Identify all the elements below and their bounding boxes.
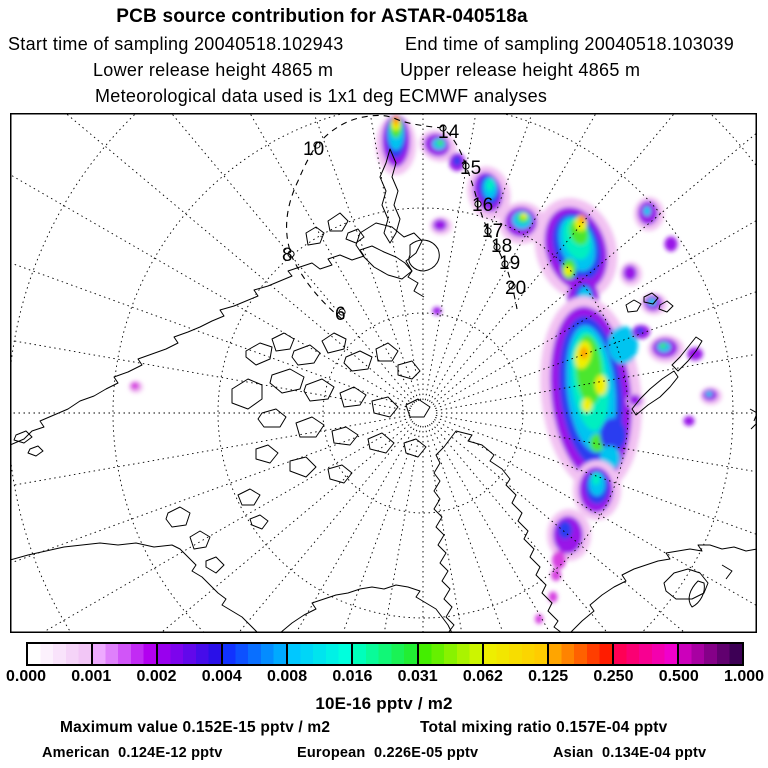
map-frame (10, 113, 757, 633)
source-name: American (42, 745, 110, 761)
colorbar-segment (91, 644, 157, 664)
european-contribution-text: European 0.226E-05 pptv (297, 745, 478, 761)
colorbar-segment (351, 644, 417, 664)
colorbar-unit-label: 10E-16 pptv / m2 (315, 694, 453, 713)
colorbar-tick: 0.016 (332, 668, 373, 685)
start-time-text: Start time of sampling 20040518.102943 (8, 34, 344, 54)
colorbar-segment (481, 644, 547, 664)
trajectory-day-label: 10 (303, 139, 324, 160)
colorbar-segment (611, 644, 677, 664)
trajectory-day-label: 14 (438, 122, 460, 143)
trajectory-marker (484, 227, 492, 235)
end-time-text: End time of sampling 20040518.103039 (405, 34, 735, 54)
trajectory-day-label: 17 (482, 221, 503, 242)
colorbar-segment (28, 644, 92, 664)
trajectory-marker (338, 308, 346, 316)
colorbar-segment (546, 644, 612, 664)
coastlines (10, 148, 757, 633)
maximum-value-text: Maximum value 0.152E-15 pptv / m2 (60, 719, 331, 736)
colorbar-segment (286, 644, 352, 664)
colorbar-tick: 0.001 (71, 668, 112, 685)
trajectory-marker (287, 250, 295, 258)
colorbar-ticks: 0.000 0.001 0.002 0.004 0.008 0.016 0.031 0.062… (6, 668, 764, 688)
colorbar-segment (416, 644, 482, 664)
trajectory-marker (313, 141, 321, 149)
colorbar-segment (156, 644, 222, 664)
trajectory-day-label: 20 (505, 278, 526, 299)
asian-contribution-text: Asian 0.134E-04 pptv (553, 745, 706, 761)
trajectory-day-label: 8 (282, 245, 293, 266)
source-value: 0.124E-12 pptv (118, 745, 223, 761)
lower-release-text: Lower release height 4865 m (93, 60, 334, 80)
colorbar-tick: 0.004 (201, 668, 242, 685)
graticule (10, 113, 757, 633)
colorbar-segment (676, 644, 743, 664)
colorbar-tick: 0.008 (267, 668, 308, 685)
trajectory-marker (474, 200, 482, 208)
figure-title: PCB source contribution for ASTAR-040518… (116, 6, 528, 27)
trajectory-day-label: 15 (460, 158, 481, 179)
colorbar-tick: 0.062 (462, 668, 503, 685)
total-mixing-ratio-text: Total mixing ratio 0.157E-04 pptv (420, 719, 668, 736)
trajectory-marker (493, 243, 501, 251)
trajectory-marker (501, 260, 509, 268)
trajectory-marker (508, 282, 516, 290)
american-contribution-text: American 0.124E-12 pptv (42, 745, 223, 761)
trajectory-day-label: 18 (491, 236, 512, 257)
met-data-text: Meteorological data used is 1x1 deg ECMW… (95, 86, 548, 106)
source-value: 0.134E-04 pptv (601, 745, 707, 761)
concentration-plume (129, 115, 722, 624)
trajectory-marker (439, 124, 447, 132)
source-name: Asian (553, 745, 594, 761)
polar-map: 6 8 10 14 15 16 17 18 19 20 (10, 113, 757, 633)
colorbar-segment (221, 644, 287, 664)
colorbar-tick: 0.250 (593, 668, 634, 685)
trajectory-marker (462, 162, 470, 170)
colorbar-tick: 0.000 (5, 668, 47, 685)
source-name: European (297, 745, 366, 761)
colorbar-tick: 0.500 (658, 668, 699, 685)
source-value: 0.226E-05 pptv (373, 745, 479, 761)
trajectory-day-label: 6 (335, 304, 346, 325)
upper-release-text: Upper release height 4865 m (400, 60, 641, 80)
colorbar-tick: 0.031 (397, 668, 438, 685)
trajectory-day-label: 19 (499, 253, 520, 274)
colorbar-tick: 0.125 (528, 668, 569, 685)
colorbar-tick: 1.000 (723, 668, 765, 685)
colorbar (26, 642, 744, 666)
trajectory-line (286, 114, 518, 320)
colorbar-tick: 0.002 (136, 668, 177, 685)
trajectory-day-label: 16 (472, 195, 493, 216)
